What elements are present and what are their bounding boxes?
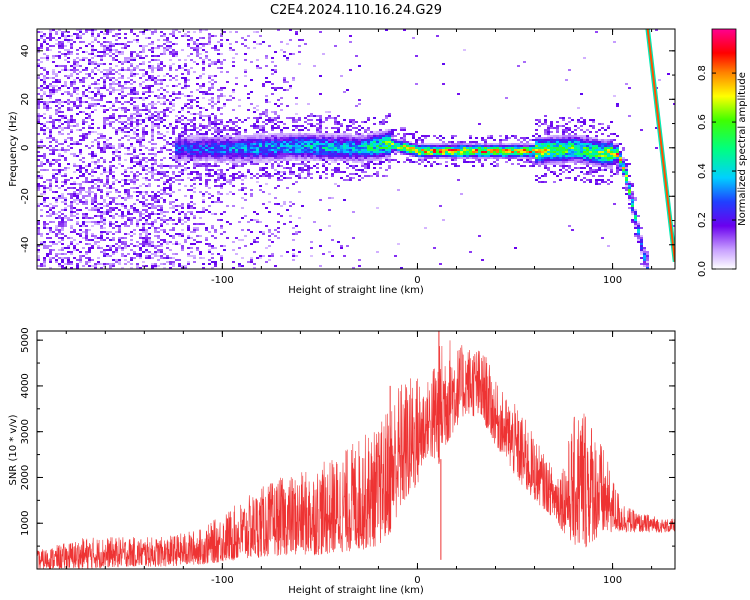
heatmap-cells <box>37 29 675 269</box>
x-tick-label: -100 <box>211 275 234 286</box>
colorbar-gradient <box>711 28 737 270</box>
x-tick-label: 100 <box>603 275 622 286</box>
y-tick-label: 0 <box>20 145 31 151</box>
colorbar-tick-label: 0.0 <box>697 261 708 277</box>
chart-title: C2E4.2024.110.16.24.G29 <box>270 3 442 18</box>
y-tick-label: 2000 <box>20 465 31 490</box>
snr-x-label: Height of straight line (km) <box>288 585 424 596</box>
snr-panel: -100 0 100 1000 2000 3000 4000 5000 Height of s… <box>8 327 676 596</box>
diagonal-line <box>646 29 675 262</box>
x-tick-label: 100 <box>603 575 622 586</box>
colorbar-tick-label: 0.8 <box>697 65 708 81</box>
x-tick-label: 0 <box>414 575 420 586</box>
y-tick-label: -20 <box>20 188 31 204</box>
colorbar-tick-label: 0.6 <box>697 114 708 130</box>
x-tick-label: -100 <box>211 575 234 586</box>
y-tick-label: 3000 <box>20 419 31 444</box>
y-tick-label: 4000 <box>20 373 31 398</box>
colorbar-tick-label: 0.4 <box>697 163 708 179</box>
snr-frame <box>36 330 676 570</box>
heatmap-y-label: Frequency (Hz) <box>8 111 19 187</box>
y-tick-label: -40 <box>20 237 31 253</box>
y-tick-label: 20 <box>20 93 31 106</box>
x-tick-label: 0 <box>414 275 420 286</box>
y-tick-label: 5000 <box>20 327 31 352</box>
colorbar: 0.0 0.2 0.4 0.6 0.8 Normalized spectral ampl… <box>697 28 748 277</box>
snr-series <box>37 331 675 569</box>
snr-line <box>37 340 675 569</box>
heatmap-panel: -100 0 100 -40 -20 0 20 40 Height of straight l… <box>8 28 676 296</box>
y-tick-label: 1000 <box>20 511 31 536</box>
colorbar-label: Normalized spectral amplitude <box>737 72 748 226</box>
heatmap-x-label: Height of straight line (km) <box>288 285 424 296</box>
heatmap-frame <box>36 28 676 270</box>
colorbar-tick-label: 0.2 <box>697 212 708 228</box>
snr-y-label: SNR (10 * v/v) <box>8 414 19 485</box>
y-tick-label: 40 <box>20 44 31 57</box>
